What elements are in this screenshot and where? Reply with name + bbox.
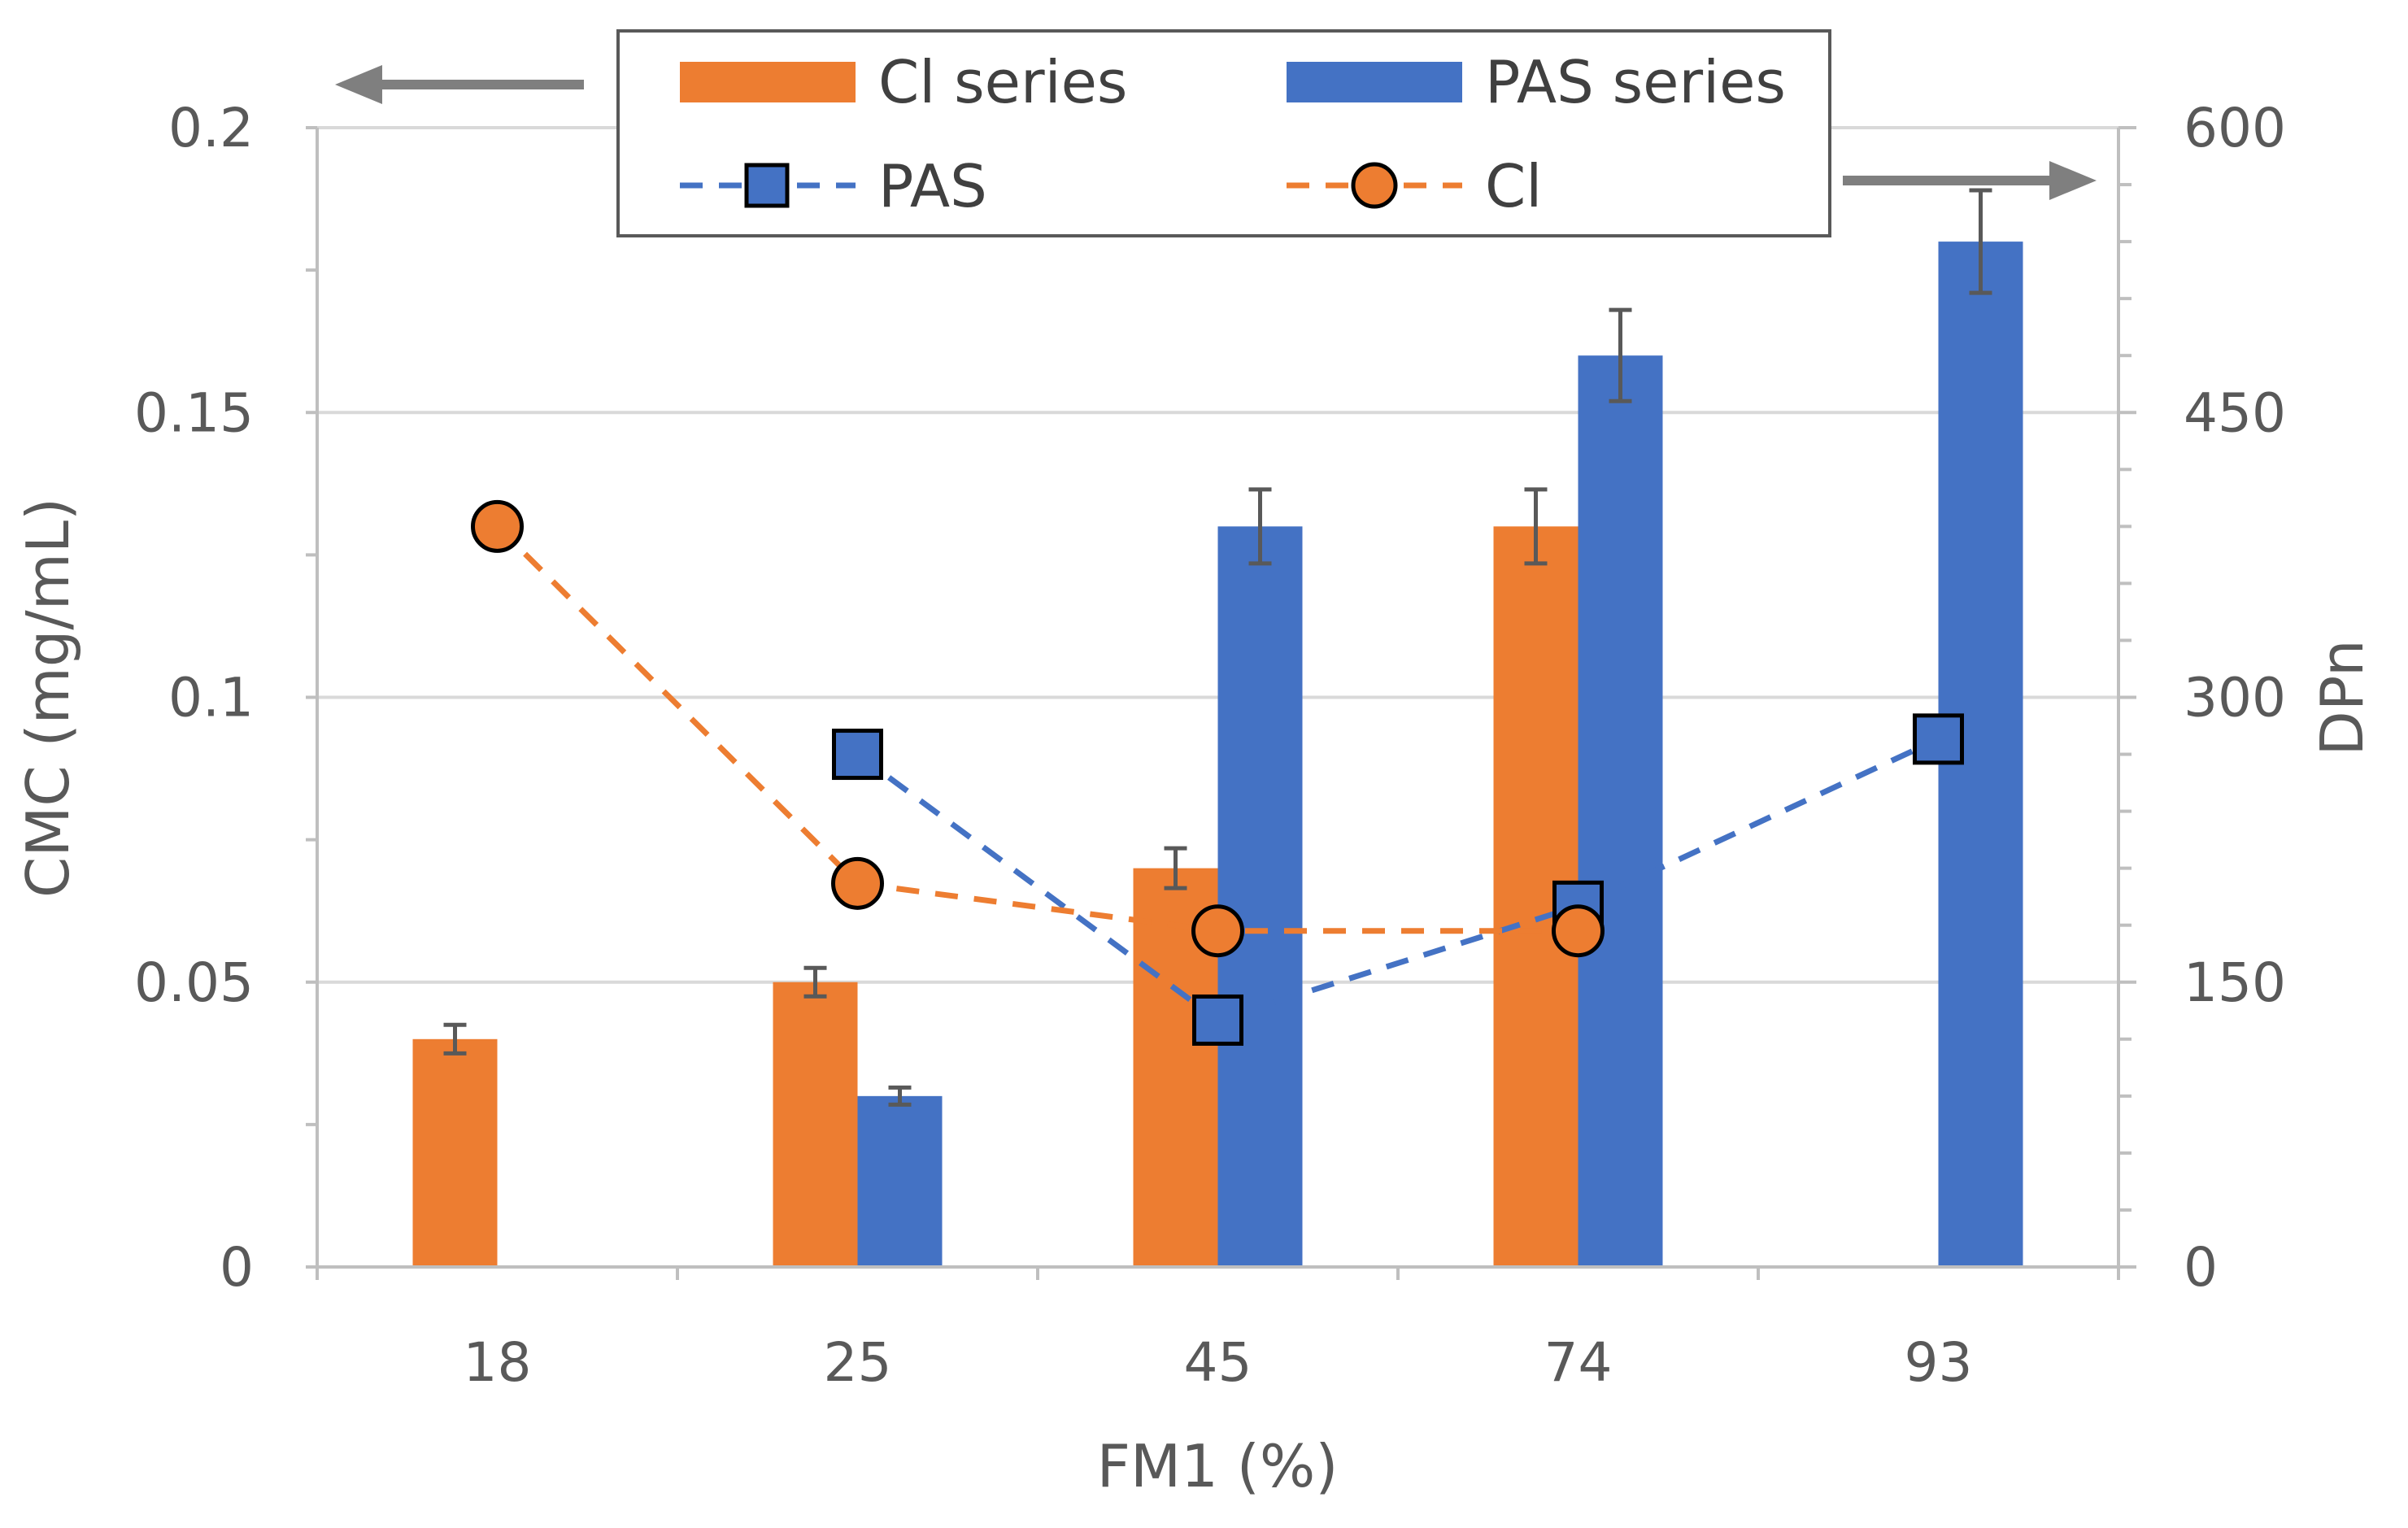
y2-tick-label: 450 (2184, 381, 2286, 444)
y-tick-label: 0.2 (168, 97, 254, 159)
y-tick-label: 0.15 (134, 381, 254, 444)
y-tick-label: 0 (220, 1236, 254, 1299)
marker-cl (1552, 904, 1605, 958)
bars-layer (412, 242, 2023, 1268)
x-tick-label: 74 (1544, 1331, 1613, 1394)
marker-cl (471, 499, 524, 553)
lines-layer (471, 499, 1964, 1046)
bar-cl-series (412, 1038, 498, 1267)
error-bars-layer (443, 188, 1992, 1107)
legend-label-pas-series: PAS series (1485, 48, 1786, 116)
legend-marker-pas (744, 163, 790, 208)
y2-tick-label: 300 (2184, 667, 2286, 729)
legend-label-cl-series: Cl series (878, 48, 1127, 116)
tick-labels-layer: 0 0.05 0.1 0.15 0.2 0 150 300 450 600 18 25 45 74 93 (134, 97, 2286, 1394)
y2-tick-label: 0 (2184, 1236, 2218, 1299)
legend: Cl series PAS series PAS Cl (616, 29, 1831, 237)
y2-tick-label: 150 (2184, 951, 2286, 1014)
marker-pas (832, 729, 883, 781)
bar-pas-series (857, 1095, 943, 1267)
x-tick-label: 18 (464, 1331, 532, 1394)
y2-axis-title: DPn (2308, 639, 2376, 755)
marker-pas (1192, 994, 1243, 1046)
x-axis-title: FM1 (%) (1097, 1432, 1339, 1500)
bar-pas-series (1217, 526, 1303, 1267)
y-tick-label: 0.05 (134, 951, 254, 1014)
marker-pas (1913, 713, 1964, 765)
legend-label-cl: Cl (1485, 152, 1542, 220)
line-pas (856, 736, 1940, 1024)
y2-tick-label: 600 (2184, 97, 2286, 159)
legend-swatch-cl-series (680, 62, 856, 102)
marker-cl (831, 856, 884, 910)
y-axis-title: CMC (mg/mL) (14, 498, 82, 898)
y-tick-label: 0.1 (168, 667, 254, 729)
right-axis-arrow (1843, 161, 2097, 200)
legend-marker-cl (1351, 162, 1398, 209)
x-tick-label: 25 (824, 1331, 892, 1394)
axes-layer (306, 126, 2136, 1280)
x-tick-label: 93 (1905, 1331, 1973, 1394)
line-cl (495, 524, 1578, 934)
legend-label-pas: PAS (878, 152, 987, 220)
marker-cl (1191, 904, 1244, 958)
bar-cl-series (773, 982, 858, 1267)
x-tick-label: 45 (1184, 1331, 1252, 1394)
legend-swatch-pas-series (1287, 62, 1462, 102)
bar-pas-series (1578, 355, 1663, 1268)
left-axis-arrow (335, 65, 584, 104)
